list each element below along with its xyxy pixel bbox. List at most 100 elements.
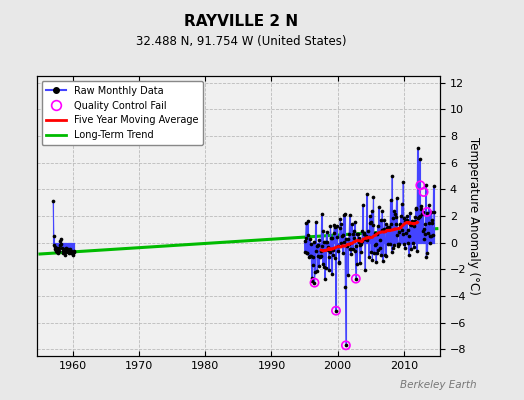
- Point: [354, 231, 362, 237]
- Point: [385, 225, 393, 232]
- Point: [313, 253, 322, 259]
- Point: [395, 241, 403, 248]
- Point: [355, 260, 364, 266]
- Point: [309, 254, 317, 261]
- Point: [50, 242, 59, 248]
- Point: [68, 252, 77, 258]
- Point: [365, 253, 373, 260]
- Point: [379, 258, 387, 265]
- Point: [337, 240, 345, 246]
- Point: [407, 246, 415, 253]
- Y-axis label: Temperature Anomaly (°C): Temperature Anomaly (°C): [467, 137, 481, 295]
- Point: [401, 218, 410, 224]
- Point: [52, 248, 60, 254]
- Point: [426, 233, 434, 240]
- Point: [54, 250, 62, 256]
- Point: [375, 244, 384, 251]
- Point: [378, 208, 387, 214]
- Point: [305, 236, 314, 242]
- Point: [397, 212, 405, 219]
- Point: [391, 211, 399, 218]
- Point: [346, 246, 355, 252]
- Point: [370, 249, 378, 256]
- Point: [406, 221, 414, 228]
- Point: [307, 253, 315, 259]
- Point: [357, 241, 365, 247]
- Point: [407, 222, 416, 228]
- Point: [362, 234, 370, 241]
- Point: [331, 254, 340, 261]
- Point: [332, 308, 340, 314]
- Point: [408, 218, 416, 224]
- Point: [64, 249, 72, 255]
- Point: [303, 250, 311, 256]
- Point: [324, 246, 332, 253]
- Point: [308, 278, 316, 284]
- Point: [390, 208, 398, 214]
- Point: [361, 267, 369, 274]
- Point: [423, 210, 431, 216]
- Point: [323, 244, 332, 250]
- Point: [375, 204, 383, 211]
- Point: [347, 251, 355, 257]
- Point: [301, 248, 309, 255]
- Point: [421, 220, 430, 227]
- Point: [368, 257, 377, 263]
- Point: [366, 219, 375, 226]
- Point: [356, 242, 364, 249]
- Point: [406, 210, 414, 216]
- Point: [339, 250, 347, 256]
- Point: [353, 261, 361, 267]
- Point: [414, 214, 423, 221]
- Point: [305, 253, 313, 260]
- Point: [58, 245, 66, 251]
- Point: [341, 211, 349, 217]
- Point: [393, 232, 401, 238]
- Point: [369, 222, 377, 228]
- Point: [392, 214, 400, 220]
- Point: [394, 243, 402, 249]
- Point: [402, 230, 410, 236]
- Point: [63, 248, 71, 254]
- Point: [343, 236, 352, 242]
- Point: [387, 249, 396, 256]
- Point: [429, 183, 438, 189]
- Point: [410, 244, 419, 250]
- Point: [347, 245, 356, 252]
- Point: [415, 214, 423, 220]
- Point: [367, 248, 376, 255]
- Point: [336, 225, 344, 231]
- Point: [377, 252, 385, 258]
- Point: [66, 246, 74, 252]
- Point: [398, 201, 406, 208]
- Point: [386, 196, 395, 203]
- Point: [418, 228, 427, 234]
- Point: [348, 221, 356, 227]
- Point: [334, 258, 343, 265]
- Point: [329, 247, 337, 254]
- Point: [358, 228, 367, 234]
- Point: [333, 248, 342, 254]
- Point: [371, 230, 379, 236]
- Point: [52, 245, 61, 251]
- Point: [53, 246, 62, 252]
- Point: [408, 240, 417, 246]
- Point: [335, 260, 343, 266]
- Point: [58, 248, 67, 254]
- Point: [328, 271, 336, 278]
- Point: [67, 248, 75, 254]
- Point: [322, 238, 330, 245]
- Point: [341, 283, 350, 290]
- Point: [308, 274, 316, 281]
- Point: [400, 215, 408, 222]
- Point: [364, 234, 373, 240]
- Point: [376, 236, 384, 243]
- Point: [422, 182, 430, 188]
- Point: [319, 228, 328, 234]
- Point: [360, 230, 368, 236]
- Point: [402, 213, 411, 220]
- Point: [352, 276, 360, 282]
- Point: [332, 234, 341, 240]
- Point: [413, 145, 422, 151]
- Point: [372, 240, 380, 247]
